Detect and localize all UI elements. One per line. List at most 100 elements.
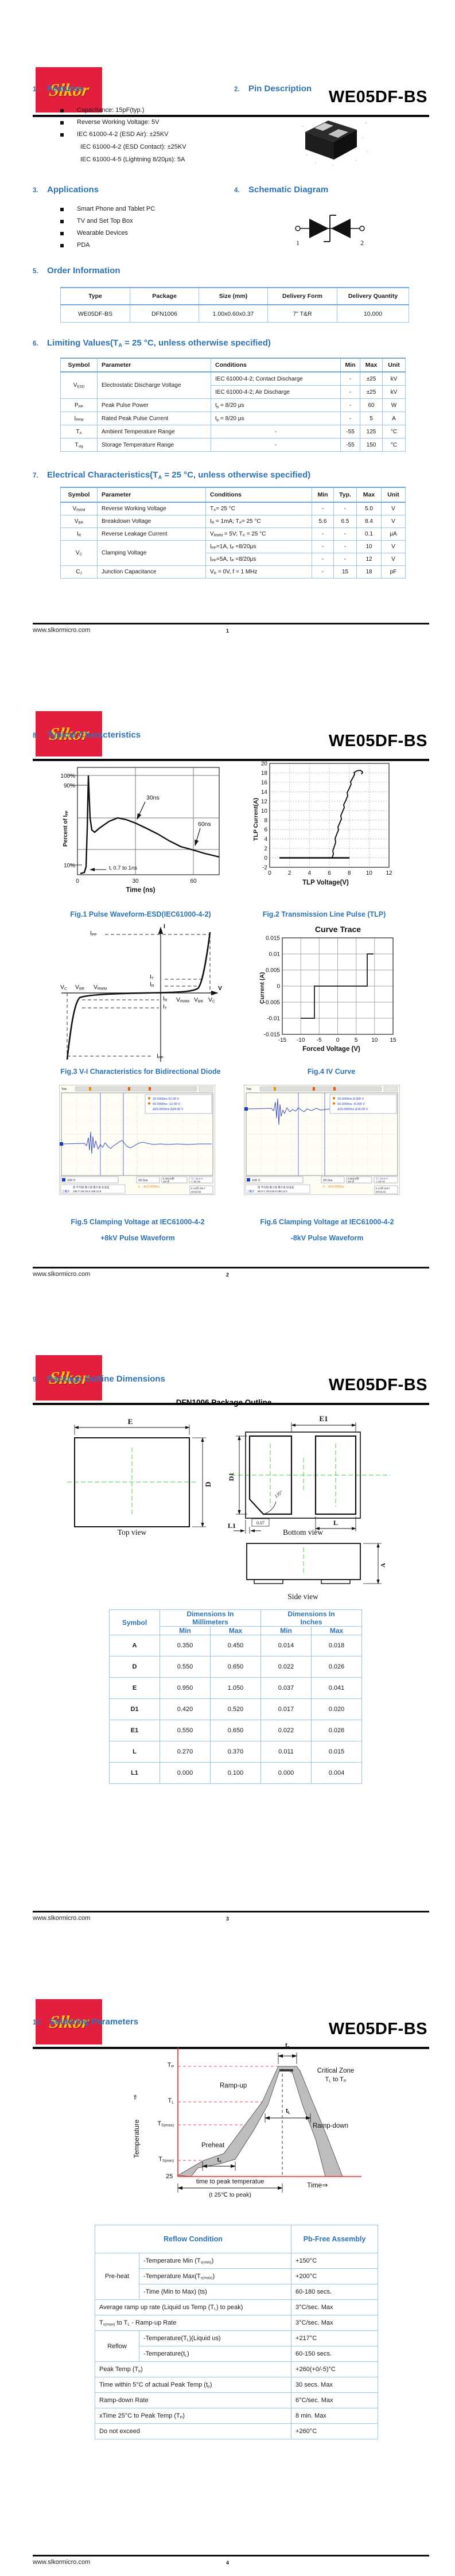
table-cell: 0.018 xyxy=(311,1635,363,1656)
label-TP: TP xyxy=(167,2062,174,2069)
table-cell: V xyxy=(381,540,406,553)
top-view-drawing: E D xyxy=(67,1418,212,1527)
side-view-body xyxy=(246,1543,361,1580)
label-time-axis: Time⇒ xyxy=(307,2181,328,2189)
application-text: PDA xyxy=(77,242,90,249)
table-cell: 18 xyxy=(356,565,382,579)
fig3-vrwm-right-label: VRWM xyxy=(176,996,190,1004)
table-row: -Temperature(tL) 60-150 secs. xyxy=(95,2346,379,2362)
table-cell: Pre-heat xyxy=(95,2253,139,2300)
table-cell: L xyxy=(109,1741,160,1763)
table-cell: VC xyxy=(60,540,98,566)
section-title: Applications xyxy=(47,185,99,195)
table-row: CJ Junction Capacitance VR = 0V, f = 1 MHz… xyxy=(60,565,406,579)
svg-text:-2: -2 xyxy=(262,865,267,871)
fig3-vrwm-left-label: VRWM xyxy=(94,984,107,991)
fig3-plot xyxy=(61,926,219,1062)
table-cell: 6°C/sec. Max xyxy=(291,2392,379,2408)
fig3-ipp-top-label: IPP xyxy=(90,930,97,937)
side-view-drawing: A xyxy=(246,1543,387,1584)
table-cell: 6.5 xyxy=(333,515,357,528)
part-number-title: WE05DF-BS xyxy=(328,1376,427,1394)
tvs-diode-symbol: 1 2 xyxy=(295,215,365,247)
temperature-up-arrow: ⇑ xyxy=(133,2094,138,2101)
table-cell: PPP xyxy=(60,398,98,412)
svg-text:16: 16 xyxy=(261,780,268,786)
table-cell: kV xyxy=(382,371,406,386)
label-ramp-up: Ramp-up xyxy=(220,2082,247,2089)
feature-item: IEC 61000-4-5 (Lightning 8/20μs): 5A xyxy=(0,156,230,165)
table-cell: ±25 xyxy=(360,385,383,399)
table-cell: Do not exceed xyxy=(94,2423,292,2439)
svg-text:6: 6 xyxy=(264,827,267,833)
bottom-view-body xyxy=(245,1431,361,1519)
fig3-axis-i-label: I xyxy=(164,923,165,930)
table-cell: 0.450 xyxy=(209,1635,262,1656)
table-row: xTime 25°C to Peak Temp (TP) 8 min. Max xyxy=(94,2408,379,2424)
section-title: Pin Description xyxy=(248,84,312,94)
bottom-view-drawing: 135° E1 D1 0.07 L1 L xyxy=(227,1414,390,1534)
table-row: D 0.550 0.650 0.022 0.026 xyxy=(109,1656,363,1678)
side-view-label: Side view xyxy=(287,1592,318,1601)
scope-cursor-row: 60.0000ns -12.00 V xyxy=(153,1103,180,1106)
fig3-curve xyxy=(66,932,211,1060)
table-row: Ramp-down Rate 6°C/sec. Max xyxy=(94,2392,379,2408)
table-cell: 8.4 xyxy=(356,515,382,528)
brand-logo: Slkor xyxy=(36,67,102,112)
scope-date: 5 12月 2017 xyxy=(376,1187,390,1190)
fig2-xlabel: TLP Voltage(V) xyxy=(302,879,349,886)
label-TL: TL xyxy=(168,2097,174,2105)
scope-stats-values: 198 V 162 54.9 198 21.9 xyxy=(73,1190,102,1193)
scope-sample-rate: 5.00GS/秒 xyxy=(348,1177,360,1181)
table-row: PPP Peak Pulse Power tp = 8/20 μs -60 W xyxy=(60,398,406,412)
section-number: 8. xyxy=(33,732,38,739)
table-row: WE05DF-BS DFN1006 1.00x0.60x0.37 7" T&R 10,0… xyxy=(60,304,409,323)
application-item: Wearable Devices xyxy=(0,230,230,239)
label-preheat: Preheat xyxy=(201,2142,225,2149)
footer-url: www.slkormicro.com xyxy=(33,627,91,634)
page-number: 4 xyxy=(225,2560,229,2566)
section-title: Limiting Values(TA = 25 °C, unless other… xyxy=(47,338,271,348)
table-cell: 0.026 xyxy=(311,1720,363,1741)
feature-item: Capacitance: 15pF(typ.) xyxy=(0,107,230,116)
table-cell: IPP=5A, tP =8/20μs xyxy=(205,553,312,566)
table-header-cell: Symbol xyxy=(60,487,98,503)
fig3-vi-diagram: I V IPP IT IR VC VBR VRWM IR IT VRWM VBR… xyxy=(55,923,224,1066)
table-cell: 30 secs. Max xyxy=(291,2377,379,2393)
svg-text:0.015: 0.015 xyxy=(266,936,280,942)
table-header-cell: Min xyxy=(312,487,334,503)
svg-text:10: 10 xyxy=(261,808,268,814)
package-outline-title: DFN1006 Package Outline xyxy=(176,1398,272,1407)
svg-text:-10: -10 xyxy=(297,1037,305,1043)
fig4-plot: Curve Trace 0.015 0.01 0.005 0 -0.005 -0.01… xyxy=(264,925,396,1043)
table-cell: - xyxy=(340,371,360,386)
table-cell: 5 xyxy=(360,412,383,425)
part-number-title: WE05DF-BS xyxy=(328,2020,427,2038)
svg-text:-0.015: -0.015 xyxy=(264,1032,281,1038)
electrical-characteristics-table: Symbol Parameter Conditions Min Typ. Max Unit V… xyxy=(60,487,406,579)
scope-stats-header: 值 平均值 最小值 最大值 标准差 xyxy=(258,1185,294,1189)
feature-item: IEC 61000-4-2 (ESD Air): ±25KV xyxy=(0,131,230,140)
fig6-caption-line2: -8kV Pulse Waveform xyxy=(290,1234,364,1242)
table-row: Ts(max) to TL - Ramp-up Rate 3°C/sec. Max xyxy=(94,2315,379,2331)
label-tp: tp xyxy=(285,2042,290,2050)
fig1-annotation-60ns: 60ns xyxy=(198,821,211,828)
fig5-caption-line2: +8kV Pulse Waveform xyxy=(100,1234,175,1242)
bullet-icon xyxy=(60,109,64,112)
feature-text: Capacitance: 15pF(typ.) xyxy=(77,107,145,114)
page-4: Slkor WE05DF-BS 10. Soldering Parameters xyxy=(0,1932,455,2576)
reflow-conditions-table: Reflow Condition Pb-Free Assembly Pre-heat… xyxy=(94,2225,379,2439)
scope-cursor-row: Δ20.0000ns Δ64.00 V xyxy=(153,1108,184,1111)
table-row: Type Package Size (mm) Delivery Form Deliver… xyxy=(60,287,409,305)
table-header-cell: Typ. xyxy=(333,487,357,503)
fig2-tlp-curve xyxy=(332,769,364,858)
svg-text:0.01: 0.01 xyxy=(269,952,281,958)
feature-item: Reverse Working Voltage: 5V xyxy=(0,119,230,128)
table-cell: - xyxy=(333,502,357,515)
table-cell: +200°C xyxy=(291,2268,379,2284)
svg-text:15: 15 xyxy=(390,1037,396,1043)
fig1-annotation-30ns: 30ns xyxy=(146,794,160,801)
diode-triangle-left xyxy=(309,219,329,238)
table-cell: - xyxy=(312,540,334,553)
table-row: Reflow -Temperature(TL)(Liquid us) +217°C xyxy=(95,2330,379,2362)
